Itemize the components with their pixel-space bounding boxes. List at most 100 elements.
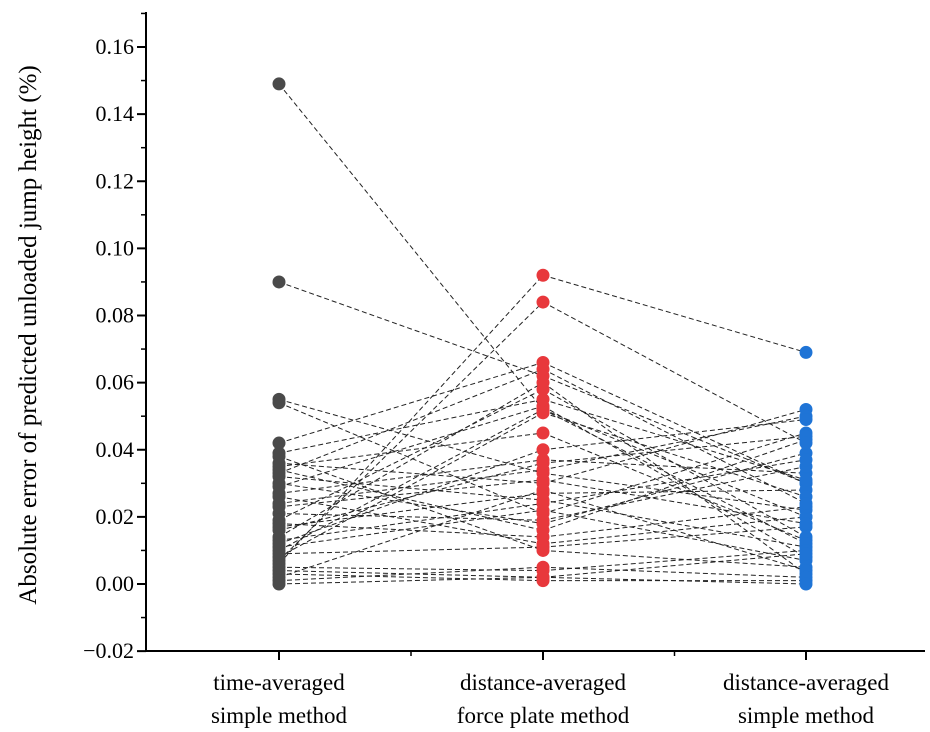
connector-line xyxy=(542,566,807,578)
y-tick-label: 0.16 xyxy=(96,34,135,59)
connector-line xyxy=(542,375,807,484)
connector-line xyxy=(542,362,807,484)
connector-line xyxy=(278,432,544,468)
connector-line xyxy=(278,459,544,494)
connector-line xyxy=(278,398,544,474)
connector-line xyxy=(278,509,544,548)
y-axis-title: Absolute error of predicted unloaded jum… xyxy=(15,65,42,604)
connector-line xyxy=(542,435,807,464)
connector-line xyxy=(278,362,544,444)
connector-line xyxy=(542,509,807,561)
data-point xyxy=(536,376,550,390)
connector-line xyxy=(542,576,807,585)
connector-line xyxy=(278,502,544,541)
x-category-label-line1: time-averaged xyxy=(213,670,345,695)
data-point xyxy=(799,473,813,487)
connector-line xyxy=(278,476,544,501)
connector-line xyxy=(542,489,807,494)
data-points xyxy=(272,77,813,591)
y-tick-label: 0.14 xyxy=(96,101,135,126)
connector-line xyxy=(542,526,807,548)
connector-line xyxy=(542,412,807,498)
connector-line xyxy=(542,553,807,578)
data-point xyxy=(536,426,550,440)
data-point xyxy=(799,496,813,510)
x-category-label-line2: simple method xyxy=(738,703,875,728)
y-tick-label: 0.04 xyxy=(96,437,135,462)
x-category-label-line2: force plate method xyxy=(457,703,630,728)
data-point xyxy=(536,268,550,282)
data-point xyxy=(272,500,286,514)
data-point xyxy=(272,466,286,480)
connector-line xyxy=(278,301,544,561)
data-point xyxy=(272,275,286,289)
connector-line xyxy=(278,496,544,545)
connector-line xyxy=(542,409,807,518)
connector-line xyxy=(278,573,544,582)
connector-line xyxy=(278,368,544,474)
y-tick-label: −0.02 xyxy=(83,638,134,663)
connector-line xyxy=(278,469,544,531)
data-point xyxy=(536,443,550,457)
data-point xyxy=(799,577,813,591)
x-category-label-line1: distance-averaged xyxy=(723,670,890,695)
y-tick-label: 0.12 xyxy=(96,168,135,193)
data-point xyxy=(272,577,286,591)
connector-line xyxy=(278,492,544,528)
data-point xyxy=(536,483,550,497)
connector-line xyxy=(542,452,807,525)
connector-line xyxy=(542,405,807,558)
connector-line xyxy=(542,489,807,572)
connector-line xyxy=(542,388,807,538)
connector-line xyxy=(278,274,544,565)
data-point xyxy=(536,570,550,584)
connector-line xyxy=(542,459,807,474)
connector-line xyxy=(542,301,807,444)
data-point xyxy=(272,436,286,450)
data-point xyxy=(799,517,813,531)
connector-line xyxy=(278,482,544,525)
connector-line xyxy=(278,409,544,551)
connector-line xyxy=(542,479,807,525)
connector-line xyxy=(542,439,807,531)
connector-line xyxy=(278,479,544,508)
connector-line xyxy=(542,274,807,353)
x-category-label-line1: distance-averaged xyxy=(460,670,627,695)
connector-line xyxy=(542,549,807,572)
connector-line xyxy=(542,506,807,538)
connector-line xyxy=(278,281,544,377)
connector-line xyxy=(542,466,807,521)
y-tick-label: 0.02 xyxy=(96,504,135,529)
connector-line xyxy=(278,566,544,582)
connector-line xyxy=(278,83,544,410)
y-tick-label: 0.10 xyxy=(96,235,135,260)
data-point xyxy=(536,540,550,554)
connector-line xyxy=(278,412,544,558)
data-point xyxy=(536,503,550,517)
connector-line xyxy=(278,566,544,572)
connector-line xyxy=(278,489,544,578)
data-point xyxy=(799,345,813,359)
connector-line xyxy=(278,513,544,521)
y-tick-label: 0.06 xyxy=(96,370,135,395)
data-point xyxy=(536,392,550,406)
connector-line xyxy=(278,546,544,555)
connector-line xyxy=(278,382,544,538)
connector-line xyxy=(542,415,807,471)
connector-line xyxy=(542,432,807,541)
data-point xyxy=(536,362,550,376)
connector-line xyxy=(542,419,807,451)
connector-line xyxy=(542,459,807,504)
connector-line xyxy=(542,499,807,548)
connector-line xyxy=(278,398,544,454)
connector-line xyxy=(278,405,544,488)
data-point xyxy=(799,436,813,450)
data-point xyxy=(536,456,550,470)
data-point xyxy=(272,77,286,91)
connector-line xyxy=(278,462,544,484)
connector-line xyxy=(278,523,544,538)
connector-line xyxy=(278,576,544,585)
connector-lines xyxy=(278,83,807,585)
x-category-label-line2: simple method xyxy=(211,703,348,728)
